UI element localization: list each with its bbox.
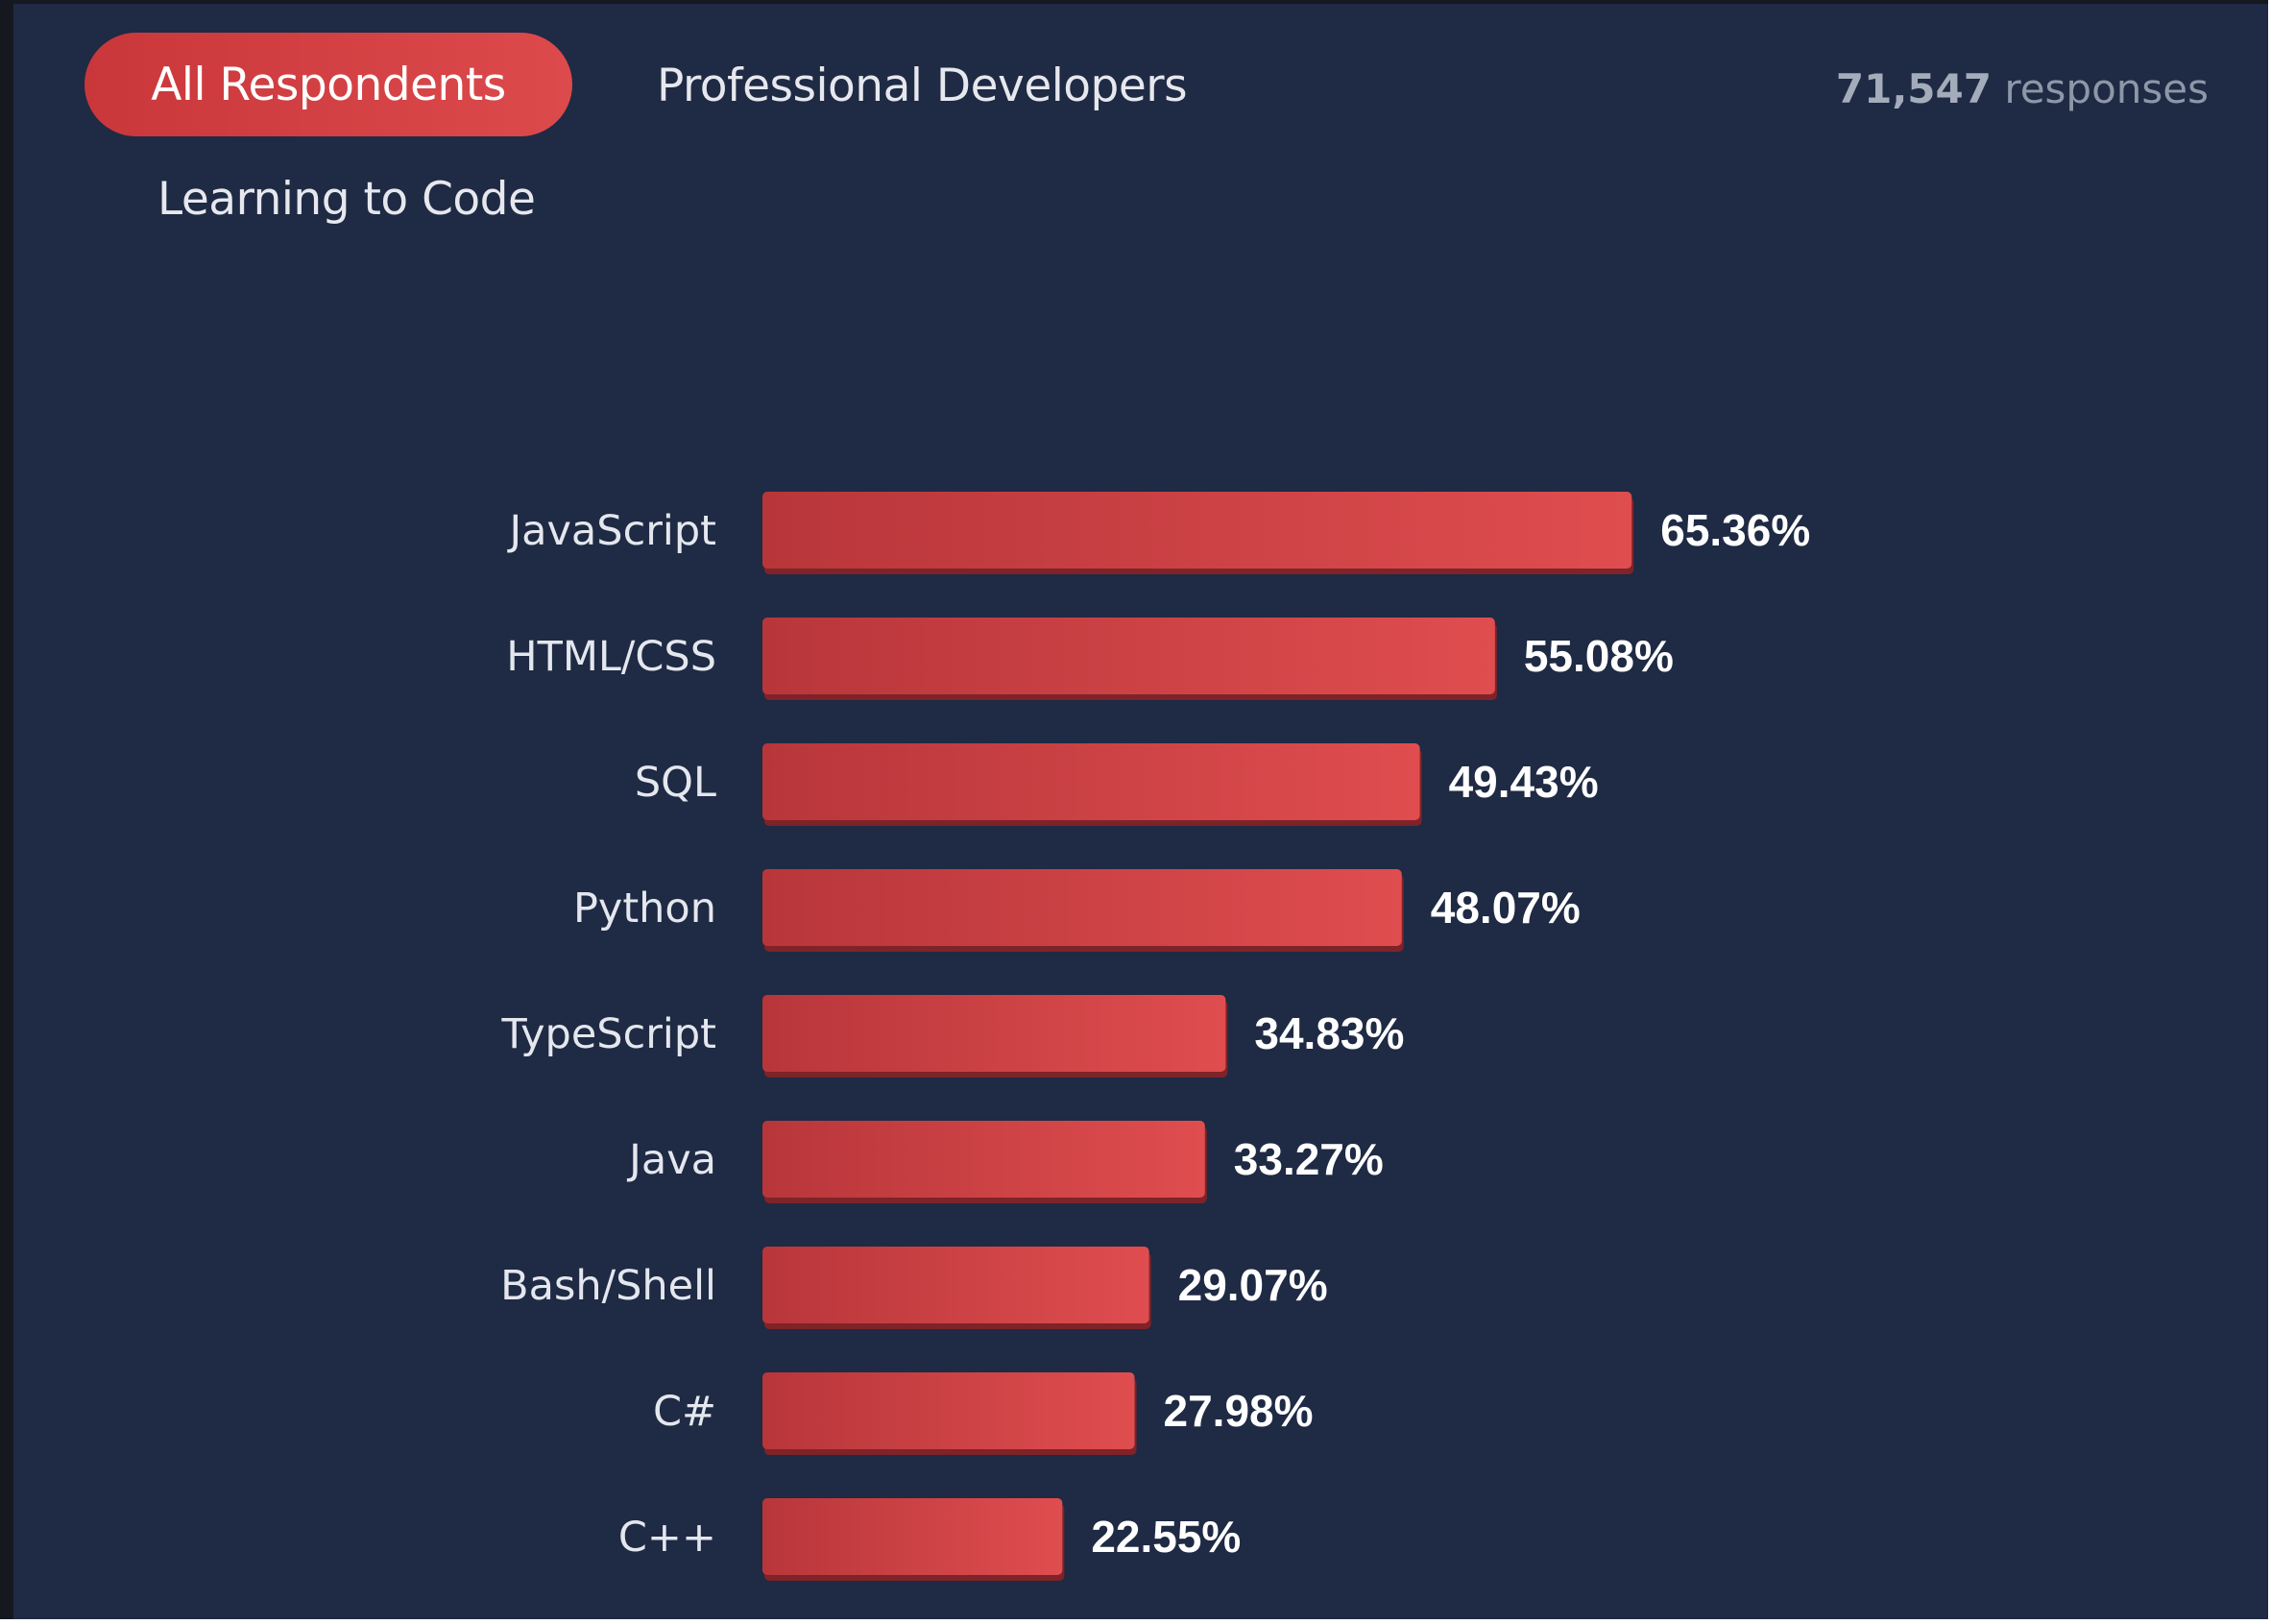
- tab-professional-developers[interactable]: Professional Developers: [657, 60, 1188, 112]
- tab-learning-to-code-label: Learning to Code: [157, 173, 536, 226]
- category-label: Python: [573, 885, 716, 933]
- bar[interactable]: [762, 1372, 1135, 1449]
- bar-chart: JavaScript 65.36% HTML/CSS 55.08% SQL 49.43% P…: [500, 492, 1810, 1581]
- responses-number: 71,547: [1835, 65, 1992, 112]
- category-label: JavaScript: [506, 507, 716, 555]
- category-label: C#: [653, 1388, 716, 1436]
- value-label: 27.98%: [1164, 1386, 1314, 1436]
- value-label: 34.83%: [1254, 1008, 1404, 1058]
- bar[interactable]: [762, 743, 1420, 820]
- category-label: TypeScript: [501, 1010, 716, 1058]
- bar[interactable]: [762, 492, 1632, 569]
- bar[interactable]: [762, 995, 1226, 1072]
- tab-learning-to-code[interactable]: Learning to Code: [157, 173, 536, 226]
- tab-all-respondents-label: All Respondents: [151, 58, 506, 111]
- category-label: HTML/CSS: [506, 633, 716, 681]
- category-label: Java: [626, 1136, 716, 1184]
- bar[interactable]: [762, 618, 1495, 694]
- value-label: 33.27%: [1234, 1134, 1384, 1184]
- value-label: 29.07%: [1178, 1260, 1328, 1310]
- bar[interactable]: [762, 1498, 1063, 1575]
- category-label: C++: [618, 1514, 716, 1562]
- bar[interactable]: [762, 1247, 1149, 1323]
- tab-all-respondents[interactable]: All Respondents: [85, 33, 572, 136]
- responses-count: 71,547 responses: [1836, 65, 2209, 112]
- value-label: 65.36%: [1660, 505, 1810, 555]
- bar[interactable]: [762, 1121, 1205, 1198]
- value-label: 55.08%: [1524, 631, 1674, 681]
- category-label: Bash/Shell: [500, 1262, 716, 1310]
- bar[interactable]: [762, 869, 1402, 946]
- value-label: 49.43%: [1449, 757, 1599, 807]
- value-label: 48.07%: [1431, 883, 1581, 933]
- value-label: 22.55%: [1091, 1512, 1241, 1562]
- category-label: SQL: [635, 759, 716, 807]
- bars-group: JavaScript 65.36% HTML/CSS 55.08% SQL 49.43% P…: [500, 492, 1810, 1581]
- responses-label: responses: [2004, 65, 2209, 112]
- tab-professional-developers-label: Professional Developers: [657, 60, 1188, 112]
